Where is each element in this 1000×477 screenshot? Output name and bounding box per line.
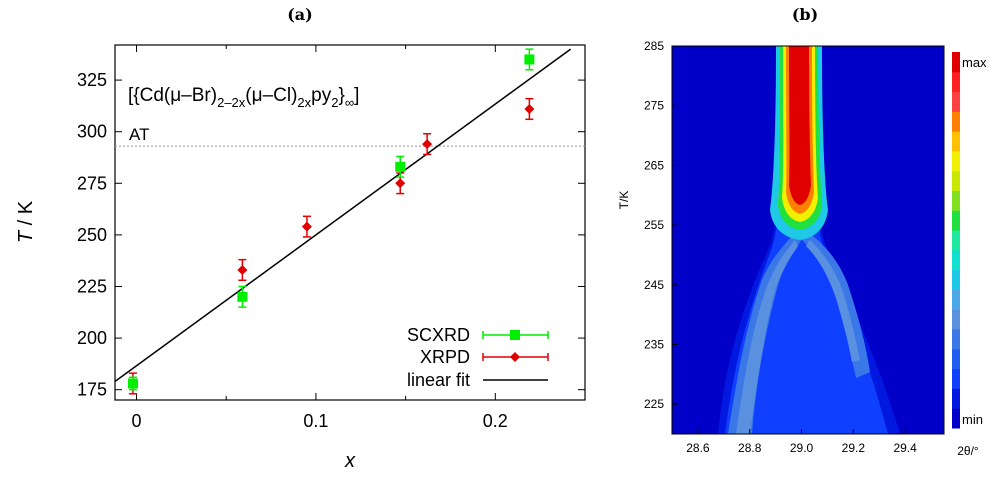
data-point-xrpd <box>301 221 312 232</box>
colorbar-segment <box>952 190 960 211</box>
colorbar-segment <box>952 289 960 310</box>
colorbar-segment <box>952 388 960 409</box>
legend-marker <box>510 330 520 340</box>
colorbar-segment <box>952 269 960 290</box>
legend-label: XRPD <box>420 347 470 367</box>
colorbar-segment <box>952 368 960 389</box>
data-point-scxrd <box>237 291 248 302</box>
y-tick-label: 325 <box>77 70 107 90</box>
colorbar-segment <box>952 170 960 192</box>
x-axis-label: x <box>344 450 356 472</box>
y-tick-label: 275 <box>77 173 107 193</box>
heatmap-x-tick-label: 29.2 <box>842 441 866 455</box>
heatmap-x-tick-label: 29.0 <box>790 441 814 455</box>
heatmap-y-tick-label: 255 <box>644 218 664 232</box>
colorbar-segment <box>952 210 960 231</box>
reference-line-label: AT <box>129 125 149 144</box>
colorbar-segment <box>952 348 960 370</box>
plot-frame <box>114 44 586 401</box>
heatmap-y-tick-label: 285 <box>644 39 664 53</box>
heatmap-contours <box>718 46 900 434</box>
contour-stem-peak <box>789 46 811 205</box>
colorbar-segment <box>952 408 960 429</box>
legend-marker <box>510 352 520 362</box>
heatmap-x-tick-label: 28.8 <box>738 441 762 455</box>
y-tick-label: 200 <box>77 328 107 348</box>
colorbar-segment <box>952 329 960 350</box>
data-point-xrpd <box>422 139 433 150</box>
scatter-chart: 175 200 225 250 275 300 325 0 0.1 0.2 AT [{Cd(μ–… <box>15 44 586 472</box>
data-point-scxrd <box>524 54 535 65</box>
colorbar-segment <box>952 150 960 172</box>
heatmap-y-axis-label: T/K <box>617 191 631 210</box>
colorbar-segment <box>952 230 960 251</box>
heatmap-y-tick-label: 275 <box>644 99 664 113</box>
colorbar-min-label: min <box>962 412 983 427</box>
heatmap-y-tick-label: 265 <box>644 158 664 172</box>
panel-b-label: (b) <box>792 5 818 24</box>
heatmap-chart: 225 235 245 255 265 275 285 28.6 28.8 29.0 29.2 29… <box>617 39 987 458</box>
heatmap-x-axis-label: 2θ/° <box>957 444 979 458</box>
linear-fit-line <box>114 48 572 383</box>
colorbar-segment <box>952 71 960 93</box>
colorbar-segment <box>952 309 960 330</box>
heatmap-y-tick-label: 225 <box>644 397 664 411</box>
data-point-xrpd <box>524 103 535 114</box>
heatmap-y-tick-label: 235 <box>644 337 664 351</box>
colorbar-segment <box>952 249 960 271</box>
colorbar-segment <box>952 131 960 152</box>
legend-label: SCXRD <box>407 325 470 345</box>
colorbar-segment <box>952 111 960 132</box>
legend-label: linear fit <box>407 370 470 390</box>
colorbar-segment <box>952 91 960 112</box>
x-tick-label: 0 <box>132 411 142 431</box>
heatmap-x-tick-label: 29.4 <box>893 441 917 455</box>
y-axis-label: T / K <box>15 200 37 243</box>
contour-right-core <box>806 240 860 362</box>
colorbar-max-label: max <box>962 55 987 70</box>
data-point-xrpd <box>395 178 406 189</box>
heatmap-x-tick-label: 28.6 <box>686 441 710 455</box>
contour-left-core <box>736 240 798 434</box>
heatmap-y-tick-label: 245 <box>644 278 664 292</box>
colorbar <box>952 52 960 429</box>
y-tick-label: 225 <box>77 276 107 296</box>
x-tick-label: 0.1 <box>303 411 328 431</box>
formula-annotation: [{Cd(μ–Br)2–2x(μ–Cl)2xpy2}∞] <box>128 85 359 110</box>
y-tick-label: 300 <box>77 122 107 142</box>
data-point-scxrd <box>127 378 138 389</box>
x-tick-label: 0.2 <box>483 411 508 431</box>
y-tick-label: 250 <box>77 225 107 245</box>
data-point-scxrd <box>395 161 406 172</box>
heatmap-frame <box>671 45 945 435</box>
panel-a-label: (a) <box>287 5 313 24</box>
y-tick-label: 175 <box>77 380 107 400</box>
data-point-xrpd <box>237 264 248 275</box>
colorbar-segment <box>952 52 960 73</box>
